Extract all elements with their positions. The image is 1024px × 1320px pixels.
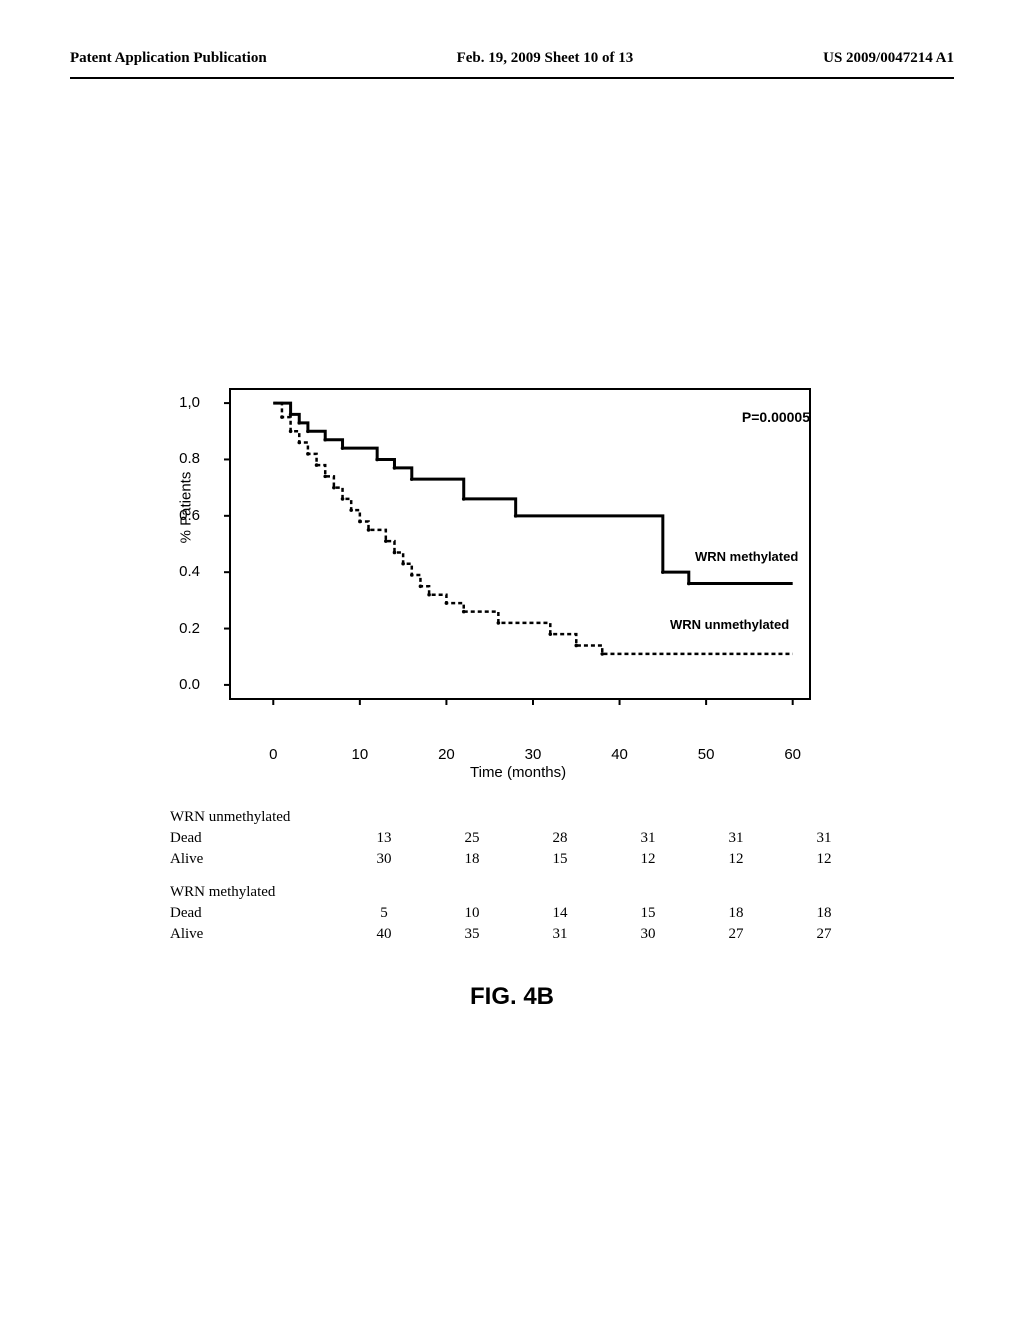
table-cell: 12 <box>692 851 780 868</box>
table-cell: 31 <box>780 830 868 847</box>
table-row-label: Alive <box>170 926 340 943</box>
curve-marker <box>349 508 353 512</box>
x-tick-label: 60 <box>778 746 808 763</box>
curve-marker <box>358 520 362 524</box>
curve-marker <box>323 475 327 479</box>
table-cell: 30 <box>604 926 692 943</box>
table-row-label: Dead <box>170 905 340 922</box>
curve-marker <box>427 593 431 597</box>
table-cell: 25 <box>428 830 516 847</box>
table-cell: 31 <box>516 926 604 943</box>
header-center: Feb. 19, 2009 Sheet 10 of 13 <box>457 50 634 67</box>
curve-marker <box>600 652 604 656</box>
table-cell: 40 <box>340 926 428 943</box>
table-row: Dead51014151818 <box>170 905 954 922</box>
table-cell: 5 <box>340 905 428 922</box>
curve-marker <box>332 486 336 490</box>
curve-marker <box>393 551 397 555</box>
curve-marker <box>297 441 301 445</box>
curve-marker <box>289 413 293 417</box>
plot-border <box>230 389 810 699</box>
y-tick-label: 0.2 <box>160 620 200 637</box>
x-axis-label: Time (months) <box>470 764 566 781</box>
x-tick-label: 0 <box>258 746 288 763</box>
x-tick-label: 30 <box>518 746 548 763</box>
table-cell: 30 <box>340 851 428 868</box>
page: Patent Application Publication Feb. 19, … <box>0 0 1024 1320</box>
curve-marker <box>384 539 388 543</box>
table-cell: 15 <box>604 905 692 922</box>
curve-label-unmethylated: WRN unmethylated <box>670 617 789 632</box>
x-tick-label: 40 <box>605 746 635 763</box>
table-cell: 18 <box>692 905 780 922</box>
risk-table: WRN unmethylatedDead132528313131Alive301… <box>170 809 954 943</box>
table-cell: 28 <box>516 830 604 847</box>
header-left: Patent Application Publication <box>70 50 267 67</box>
table-cell: 27 <box>692 926 780 943</box>
table-cell: 18 <box>428 851 516 868</box>
curve-marker <box>306 452 310 456</box>
curve-marker <box>661 570 665 574</box>
curve-marker <box>375 458 379 462</box>
curve-label-methylated: WRN methylated <box>695 549 798 564</box>
table-group-title: WRN methylated <box>170 884 954 901</box>
table-cell: 10 <box>428 905 516 922</box>
curve-marker <box>393 466 397 470</box>
curve-marker <box>687 582 691 586</box>
curve-marker <box>367 528 371 532</box>
curve-marker <box>315 463 319 467</box>
header-right: US 2009/0047214 A1 <box>823 50 954 67</box>
curve-marker <box>419 584 423 588</box>
table-cell: 12 <box>604 851 692 868</box>
table-row: Alive301815121212 <box>170 851 954 868</box>
curve-marker <box>323 438 327 442</box>
x-tick-label: 50 <box>691 746 721 763</box>
table-cell: 35 <box>428 926 516 943</box>
x-tick-label: 20 <box>431 746 461 763</box>
table-cell: 31 <box>692 830 780 847</box>
curve-marker <box>341 497 345 501</box>
curve-marker <box>401 562 405 566</box>
y-tick-label: 0.4 <box>160 563 200 580</box>
header-rule <box>70 77 954 79</box>
curve-marker <box>410 477 414 481</box>
curve-marker <box>462 610 466 614</box>
curve-marker <box>289 429 293 433</box>
curve-marker <box>548 632 552 636</box>
table-row-label: Alive <box>170 851 340 868</box>
figure-label: FIG. 4B <box>70 983 954 1011</box>
table-group-title: WRN unmethylated <box>170 809 954 826</box>
y-tick-label: 0.8 <box>160 450 200 467</box>
table-cell: 12 <box>780 851 868 868</box>
x-tick-label: 10 <box>345 746 375 763</box>
table-cell: 18 <box>780 905 868 922</box>
page-header: Patent Application Publication Feb. 19, … <box>70 50 954 67</box>
curve-marker <box>280 415 284 419</box>
table-cell: 14 <box>516 905 604 922</box>
curve-marker <box>410 573 414 577</box>
curve-marker <box>445 601 449 605</box>
table-cell: 15 <box>516 851 604 868</box>
table-row-label: Dead <box>170 830 340 847</box>
curve-marker <box>297 421 301 425</box>
y-tick-label: 1,0 <box>160 394 200 411</box>
table-row: Dead132528313131 <box>170 830 954 847</box>
y-tick-label: 0.0 <box>160 676 200 693</box>
curve-marker <box>574 644 578 648</box>
curve-marker <box>462 497 466 501</box>
table-cell: 27 <box>780 926 868 943</box>
table-cell: 13 <box>340 830 428 847</box>
table-row: Alive403531302727 <box>170 926 954 943</box>
y-tick-label: 0.6 <box>160 507 200 524</box>
table-cell: 31 <box>604 830 692 847</box>
curve-marker <box>341 446 345 450</box>
curve-marker <box>514 514 518 518</box>
survival-chart: % Patients P=0.00005 0.00.20.40.60.81,0 … <box>210 379 830 739</box>
curve-marker <box>306 429 310 433</box>
p-value: P=0.00005 <box>742 409 810 425</box>
curve-marker <box>497 621 501 625</box>
